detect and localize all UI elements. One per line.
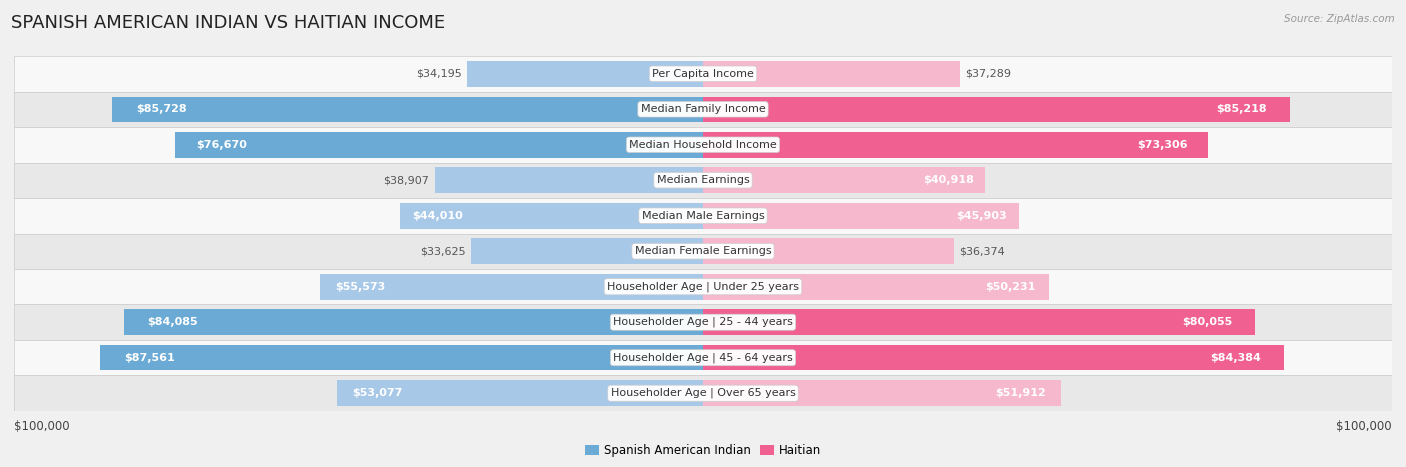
Text: $87,561: $87,561 bbox=[124, 353, 174, 363]
FancyBboxPatch shape bbox=[14, 92, 1392, 127]
Text: Median Male Earnings: Median Male Earnings bbox=[641, 211, 765, 221]
Text: $38,907: $38,907 bbox=[384, 175, 429, 185]
Text: $84,384: $84,384 bbox=[1211, 353, 1261, 363]
FancyBboxPatch shape bbox=[14, 340, 1392, 375]
Text: $76,670: $76,670 bbox=[195, 140, 247, 150]
Text: $55,573: $55,573 bbox=[336, 282, 385, 292]
Text: Householder Age | Over 65 years: Householder Age | Over 65 years bbox=[610, 388, 796, 398]
FancyBboxPatch shape bbox=[703, 274, 1049, 299]
Text: Median Earnings: Median Earnings bbox=[657, 175, 749, 185]
FancyBboxPatch shape bbox=[112, 97, 703, 122]
FancyBboxPatch shape bbox=[100, 345, 703, 370]
FancyBboxPatch shape bbox=[399, 203, 703, 228]
Text: $51,912: $51,912 bbox=[995, 388, 1046, 398]
FancyBboxPatch shape bbox=[703, 97, 1291, 122]
FancyBboxPatch shape bbox=[434, 168, 703, 193]
Text: Median Household Income: Median Household Income bbox=[628, 140, 778, 150]
Text: Source: ZipAtlas.com: Source: ZipAtlas.com bbox=[1284, 14, 1395, 24]
Text: $85,728: $85,728 bbox=[136, 104, 187, 114]
FancyBboxPatch shape bbox=[14, 163, 1392, 198]
Text: $40,918: $40,918 bbox=[922, 175, 973, 185]
FancyBboxPatch shape bbox=[174, 132, 703, 157]
Text: Householder Age | Under 25 years: Householder Age | Under 25 years bbox=[607, 282, 799, 292]
Text: $73,306: $73,306 bbox=[1137, 140, 1188, 150]
FancyBboxPatch shape bbox=[14, 269, 1392, 304]
FancyBboxPatch shape bbox=[321, 274, 703, 299]
Text: $53,077: $53,077 bbox=[352, 388, 402, 398]
FancyBboxPatch shape bbox=[14, 234, 1392, 269]
Text: $36,374: $36,374 bbox=[959, 246, 1005, 256]
FancyBboxPatch shape bbox=[14, 127, 1392, 163]
Text: $44,010: $44,010 bbox=[412, 211, 463, 221]
FancyBboxPatch shape bbox=[703, 61, 960, 86]
Text: $80,055: $80,055 bbox=[1182, 317, 1233, 327]
Text: Householder Age | 25 - 44 years: Householder Age | 25 - 44 years bbox=[613, 317, 793, 327]
FancyBboxPatch shape bbox=[14, 56, 1392, 92]
Text: $34,195: $34,195 bbox=[416, 69, 463, 79]
FancyBboxPatch shape bbox=[467, 61, 703, 86]
Text: $100,000: $100,000 bbox=[1336, 420, 1392, 433]
Legend: Spanish American Indian, Haitian: Spanish American Indian, Haitian bbox=[581, 439, 825, 462]
Text: Householder Age | 45 - 64 years: Householder Age | 45 - 64 years bbox=[613, 353, 793, 363]
Text: Median Female Earnings: Median Female Earnings bbox=[634, 246, 772, 256]
Text: $50,231: $50,231 bbox=[984, 282, 1035, 292]
FancyBboxPatch shape bbox=[14, 375, 1392, 411]
FancyBboxPatch shape bbox=[703, 168, 984, 193]
FancyBboxPatch shape bbox=[14, 304, 1392, 340]
Text: $45,903: $45,903 bbox=[956, 211, 1007, 221]
Text: $85,218: $85,218 bbox=[1216, 104, 1267, 114]
FancyBboxPatch shape bbox=[703, 203, 1019, 228]
FancyBboxPatch shape bbox=[703, 132, 1208, 157]
FancyBboxPatch shape bbox=[703, 381, 1060, 406]
Text: $37,289: $37,289 bbox=[966, 69, 1011, 79]
FancyBboxPatch shape bbox=[703, 239, 953, 264]
Text: $33,625: $33,625 bbox=[420, 246, 465, 256]
FancyBboxPatch shape bbox=[703, 345, 1284, 370]
Text: $84,085: $84,085 bbox=[146, 317, 197, 327]
FancyBboxPatch shape bbox=[124, 310, 703, 335]
Text: Median Family Income: Median Family Income bbox=[641, 104, 765, 114]
FancyBboxPatch shape bbox=[471, 239, 703, 264]
FancyBboxPatch shape bbox=[14, 198, 1392, 234]
FancyBboxPatch shape bbox=[337, 381, 703, 406]
Text: Per Capita Income: Per Capita Income bbox=[652, 69, 754, 79]
Text: SPANISH AMERICAN INDIAN VS HAITIAN INCOME: SPANISH AMERICAN INDIAN VS HAITIAN INCOM… bbox=[11, 14, 446, 32]
FancyBboxPatch shape bbox=[703, 310, 1254, 335]
Text: $100,000: $100,000 bbox=[14, 420, 70, 433]
